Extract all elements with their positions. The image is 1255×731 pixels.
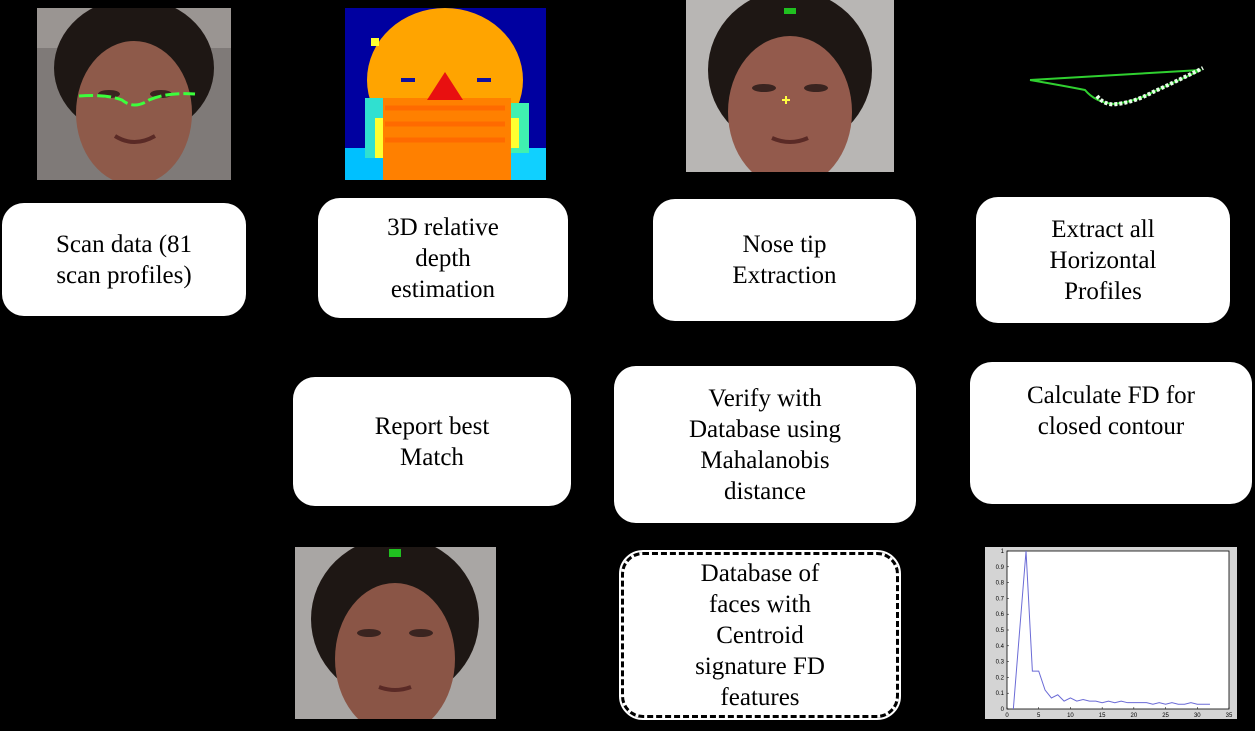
- step-scan-data: Scan data (81 scan profiles): [2, 203, 246, 316]
- step-report-match: Report best Match: [293, 377, 571, 506]
- y-tick-label: 0: [1001, 707, 1005, 713]
- step-nose-tip-label: Nose tip Extraction: [732, 231, 837, 289]
- depth-map-image: [345, 8, 546, 180]
- y-tick-label: 0.9: [996, 565, 1005, 571]
- step-calculate-fd-label: Calculate FD for closed contour: [1026, 382, 1195, 440]
- scan-face-image: [37, 8, 231, 180]
- y-tick-label: 0.3: [996, 660, 1005, 666]
- y-tick-label: 0.6: [996, 612, 1005, 618]
- report-match-face-image: [295, 547, 496, 719]
- step-depth-estimation: 3D relative depth estimation: [318, 198, 568, 318]
- step-report-match-label: Report best Match: [374, 412, 490, 471]
- fd-plot: 0 5 10 15 20 25 30 35 0 0.1 0.2 0.3 0.4 0.5 0.6 0.7 0.8 0…: [985, 547, 1237, 719]
- x-tick-label: 25: [1162, 713, 1169, 719]
- y-tick-label: 0.4: [996, 644, 1005, 650]
- y-tick-label: 0.5: [996, 628, 1005, 634]
- database-of-faces: Database of faces with Centroid signatur…: [619, 550, 901, 720]
- step-calculate-fd: Calculate FD for closed contour: [970, 362, 1252, 504]
- y-tick-label: 1: [1001, 549, 1005, 555]
- y-tick-label: 0.8: [996, 581, 1005, 587]
- step-extract-profiles: Extract all Horizontal Profiles: [976, 197, 1230, 323]
- x-tick-label: 20: [1131, 713, 1138, 719]
- step-verify-database-label: Verify with Database using Mahalanobis d…: [688, 384, 842, 505]
- step-nose-tip: Nose tip Extraction: [653, 199, 916, 321]
- y-tick-label: 0.2: [996, 675, 1005, 681]
- fd-series-line: [1012, 550, 1210, 710]
- x-tick-label: 5: [1037, 713, 1041, 719]
- x-tick-label: 35: [1226, 713, 1233, 719]
- x-tick-label: 10: [1067, 713, 1074, 719]
- y-tick-label: 0.1: [996, 691, 1005, 697]
- x-tick-label: 0: [1005, 713, 1009, 719]
- horizontal-profile-image: [1025, 62, 1207, 112]
- y-tick-label: 0.7: [996, 596, 1005, 602]
- x-tick-label: 30: [1194, 713, 1201, 719]
- connector-verify-calculate: [915, 440, 971, 442]
- step-scan-data-label: Scan data (81 scan profiles): [55, 230, 193, 289]
- step-verify-database: Verify with Database using Mahalanobis d…: [614, 366, 916, 523]
- step-extract-profiles-label: Extract all Horizontal Profiles: [1049, 215, 1157, 305]
- fd-plot-svg: 0 5 10 15 20 25 30 35 0 0.1 0.2 0.3 0.4 0.5 0.6 0.7 0.8 0…: [996, 549, 1233, 719]
- plot-area: [1006, 550, 1230, 710]
- nose-tip-face-image: [686, 0, 894, 172]
- x-tick-label: 15: [1099, 713, 1106, 719]
- database-of-faces-label: Database of faces with Centroid signatur…: [695, 559, 825, 711]
- step-depth-estimation-label: 3D relative depth estimation: [387, 213, 499, 303]
